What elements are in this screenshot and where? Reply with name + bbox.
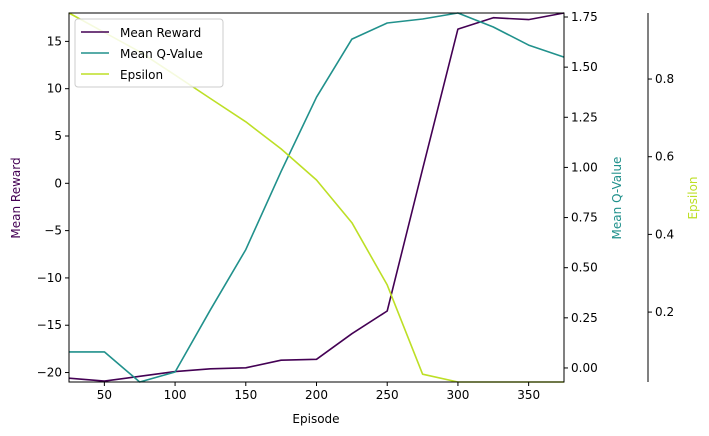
left-tick-label: −15 <box>37 318 62 332</box>
left-tick-label: 15 <box>47 34 62 48</box>
x-tick-label: 350 <box>517 388 540 402</box>
left-tick-label: 5 <box>54 129 62 143</box>
far-right-axis-label: Epsilon <box>686 176 700 219</box>
right-tick-label: 0.25 <box>571 311 598 325</box>
x-tick-label: 150 <box>234 388 257 402</box>
legend-box <box>74 18 224 88</box>
right-axis-ticks: 1.75 1.50 1.25 1.00 0.75 0.50 0.25 0.00 <box>564 10 598 375</box>
right-tick-label: 1.25 <box>571 110 598 124</box>
right-tick-label: 0.75 <box>571 211 598 225</box>
right-tick-label: 0.50 <box>571 261 598 275</box>
left-axis-ticks: 15 10 5 0 −5 −10 −15 −20 <box>37 34 69 380</box>
x-tick-label: 50 <box>97 388 112 402</box>
right-axis-label: Mean Q-Value <box>610 157 624 240</box>
far-right-tick-label: 0.8 <box>655 72 674 86</box>
legend-label-mean-reward: Mean Reward <box>120 26 201 40</box>
x-tick-label: 100 <box>164 388 187 402</box>
legend-label-mean-q-value: Mean Q-Value <box>120 47 203 61</box>
x-tick-label: 250 <box>376 388 399 402</box>
left-tick-label: −20 <box>37 366 62 380</box>
right-tick-label: 1.00 <box>571 160 598 174</box>
far-right-tick-label: 0.2 <box>655 305 674 319</box>
right-tick-label: 0.00 <box>571 361 598 375</box>
x-tick-label: 200 <box>305 388 328 402</box>
legend-label-epsilon: Epsilon <box>120 68 163 82</box>
x-axis-ticks: 50 100 150 200 250 300 350 <box>97 382 540 402</box>
left-axis-label: Mean Reward <box>9 157 23 238</box>
far-right-tick-label: 0.6 <box>655 150 674 164</box>
far-right-axis-ticks: 0.8 0.6 0.4 0.2 <box>648 72 674 319</box>
series-line-mean-q-value <box>69 12 565 383</box>
x-axis-label: Episode <box>292 412 339 426</box>
x-tick-label: 300 <box>446 388 469 402</box>
far-right-tick-label: 0.4 <box>655 227 674 241</box>
legend: Mean Reward Mean Q-Value Epsilon <box>74 18 224 88</box>
left-tick-label: 0 <box>54 176 62 190</box>
left-tick-label: −5 <box>44 224 62 238</box>
right-tick-label: 1.50 <box>571 60 598 74</box>
left-tick-label: 10 <box>47 82 62 96</box>
left-tick-label: −10 <box>37 271 62 285</box>
right-tick-label: 1.75 <box>571 10 598 24</box>
